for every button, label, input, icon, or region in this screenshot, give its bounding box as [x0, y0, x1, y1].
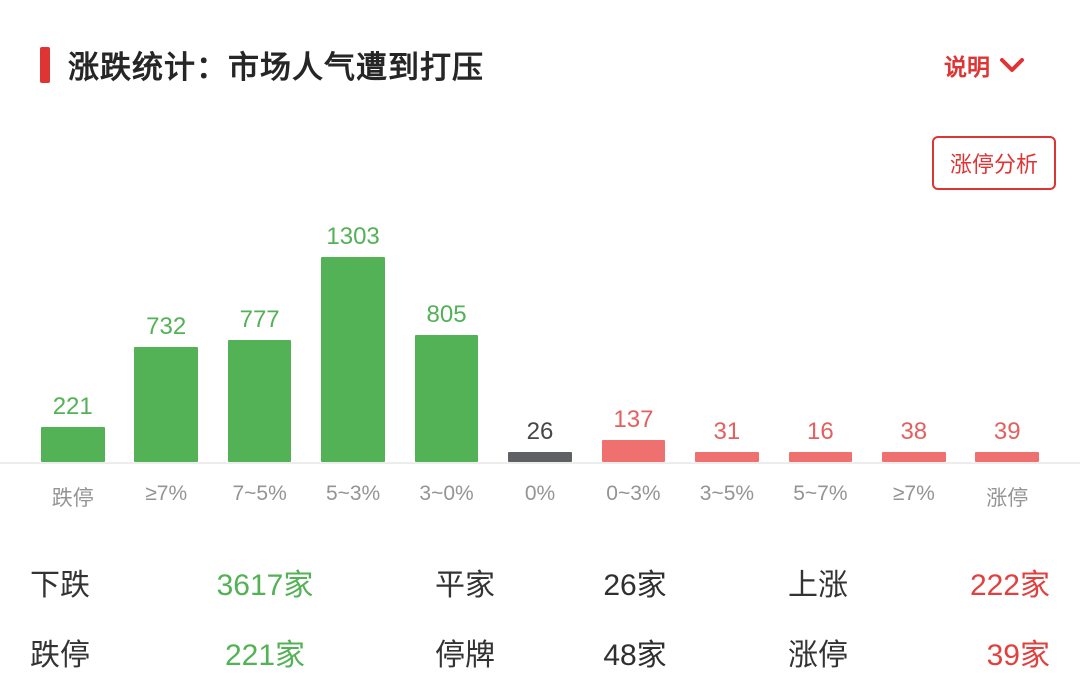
summary-value: 39家: [986, 639, 1050, 672]
x-axis-label: 5~3%: [325, 482, 381, 505]
bar[interactable]: [508, 452, 572, 462]
bar-column: 1303 5~3%: [306, 210, 399, 510]
summary-row: 跌停 221家 停牌 48家 涨停 39家: [30, 630, 1050, 674]
x-axis-label: 涨停: [986, 487, 1029, 510]
bar-column: 39 涨停: [961, 210, 1054, 510]
summary-value: 222家: [969, 569, 1050, 602]
bar-value-label: 137: [613, 406, 654, 433]
summary-label: 下跌: [30, 569, 90, 602]
help-label: 说明: [944, 54, 990, 80]
x-axis-label: 7~5%: [232, 482, 287, 505]
summary-value: 3617家: [216, 569, 314, 602]
page-title: 涨跌统计：市场人气遭到打压: [68, 50, 484, 85]
bar-value-label: 16: [807, 418, 834, 445]
bar-value-label: 805: [426, 301, 467, 328]
bar-chart: 221 跌停 732 ≥7% 777 7~5% 1303 5~3% 805 3~0% 26 0% 137…: [26, 210, 1054, 510]
bar-value-label: 777: [239, 306, 280, 333]
summary-value: 221家: [224, 639, 306, 672]
x-axis-label: 3~5%: [699, 482, 755, 505]
bar-column: 31 3~5%: [680, 210, 773, 510]
summary-label: 平家: [435, 569, 495, 602]
bar[interactable]: [601, 440, 666, 462]
bar-column: 732 ≥7%: [119, 210, 212, 510]
bar[interactable]: [882, 452, 946, 462]
bar[interactable]: [40, 427, 105, 462]
bar-value-label: 39: [993, 418, 1021, 445]
bar-column: 221 跌停: [26, 210, 119, 510]
bar[interactable]: [975, 452, 1040, 462]
header: 涨跌统计：市场人气遭到打压: [40, 42, 484, 87]
bar-column: 38 ≥7%: [867, 210, 960, 510]
limit-up-analysis-button[interactable]: 涨停分析: [931, 136, 1056, 190]
x-axis-label: 5~7%: [793, 482, 848, 505]
x-axis-label: 0%: [524, 482, 556, 505]
summary-row: 下跌 3617家 平家 26家 上涨 222家: [30, 560, 1050, 604]
bar[interactable]: [414, 335, 479, 462]
chevron-down-icon: [1000, 57, 1024, 73]
chart-baseline: [0, 462, 1080, 464]
bar-value-label: 31: [713, 418, 741, 445]
help-toggle[interactable]: 说明: [944, 48, 1024, 82]
x-axis-label: ≥7%: [145, 482, 188, 505]
summary-value: 26家: [603, 569, 667, 602]
bar-column: 16 5~7%: [774, 210, 867, 510]
bar-value-label: 38: [900, 418, 928, 445]
bar-column: 777 7~5%: [213, 210, 306, 510]
bar-column: 805 3~0%: [400, 210, 493, 510]
bar[interactable]: [134, 347, 198, 462]
x-axis-label: 3~0%: [419, 482, 474, 505]
summary-label: 涨停: [788, 639, 848, 672]
summary-label: 跌停: [30, 639, 90, 672]
summary: 下跌 3617家 平家 26家 上涨 222家跌停 221家 停牌 48家 涨停 39家: [30, 560, 1050, 700]
bar[interactable]: [321, 257, 385, 462]
title-accent-bar: [40, 46, 50, 83]
bar-value-label: 1303: [326, 223, 380, 250]
summary-value: 48家: [603, 639, 667, 672]
x-axis-label: 跌停: [51, 487, 94, 510]
x-axis-label: 0~3%: [606, 482, 661, 505]
bar-column: 26 0%: [493, 210, 586, 510]
bar-value-label: 221: [52, 393, 93, 420]
bar-value-label: 732: [146, 313, 187, 340]
x-axis-label: ≥7%: [892, 482, 935, 505]
bar[interactable]: [788, 452, 853, 462]
bar-column: 137 0~3%: [587, 210, 680, 510]
summary-label: 停牌: [435, 639, 495, 672]
bar-value-label: 26: [526, 418, 554, 445]
summary-label: 上涨: [788, 569, 848, 602]
bar[interactable]: [227, 340, 292, 462]
bar[interactable]: [695, 452, 759, 462]
